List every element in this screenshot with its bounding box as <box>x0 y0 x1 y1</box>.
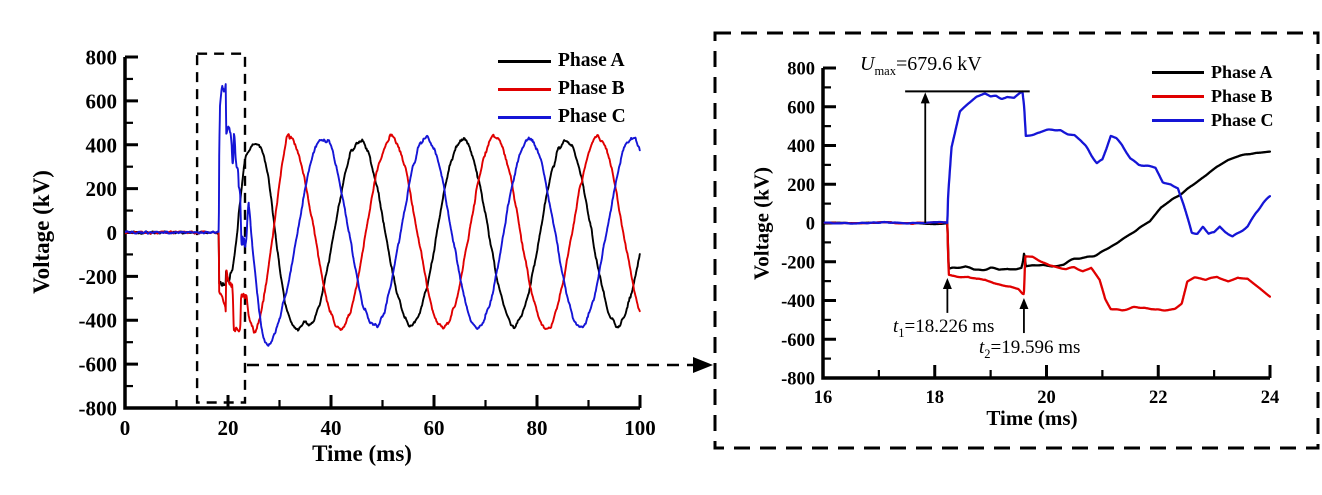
svg-text:24: 24 <box>1261 388 1280 408</box>
umax-annotation: Umax=679.6 kV <box>860 53 982 79</box>
svg-text:400: 400 <box>787 137 815 157</box>
svg-text:-600: -600 <box>79 353 118 377</box>
t2-value: =19.596 ms <box>990 337 1081 358</box>
annotation-arrows <box>905 90 1030 334</box>
svg-text:100: 100 <box>624 416 656 440</box>
overview-curves <box>125 83 641 347</box>
legend-label: Phase B <box>558 78 625 99</box>
legend-item: Phase C <box>498 106 626 127</box>
svg-text:-200: -200 <box>781 253 815 273</box>
svg-text:800: 800 <box>86 46 118 70</box>
t2-subscript: 2 <box>984 346 991 361</box>
svg-text:0: 0 <box>107 221 118 245</box>
overview-yaxis-title: Voltage (kV) <box>29 170 54 294</box>
svg-text:400: 400 <box>86 133 118 157</box>
svg-text:80: 80 <box>527 416 548 440</box>
svg-text:0: 0 <box>120 416 131 440</box>
svg-text:600: 600 <box>787 98 815 118</box>
svg-text:40: 40 <box>321 416 342 440</box>
legend-item: Phase C <box>1152 110 1274 130</box>
t1-subscript: 1 <box>898 325 905 340</box>
legend-label: Phase A <box>1211 61 1273 82</box>
svg-text:18: 18 <box>926 388 945 408</box>
svg-text:-600: -600 <box>781 331 815 351</box>
t2-annotation: t2=19.596 ms <box>979 337 1080 362</box>
legend-item: Phase B <box>498 78 625 99</box>
umax-symbol: U <box>860 53 875 75</box>
phase-a-line-swatch <box>498 59 551 63</box>
t2-symbol: t <box>979 337 985 358</box>
phase-b-line-swatch <box>498 87 551 91</box>
legend-label: Phase C <box>558 106 626 127</box>
umax-value: =679.6 kV <box>895 53 982 75</box>
phase-b-line-swatch <box>1152 94 1204 98</box>
svg-text:60: 60 <box>424 416 445 440</box>
legend-item: Phase A <box>1152 62 1273 82</box>
svg-text:20: 20 <box>218 416 239 440</box>
legend-label: Phase B <box>1211 85 1273 106</box>
phase-c-line-swatch <box>498 115 551 119</box>
svg-text:600: 600 <box>86 89 118 113</box>
svg-text:16: 16 <box>814 388 833 408</box>
t1-value: =18.226 ms <box>904 316 995 337</box>
legend-item: Phase A <box>498 50 625 71</box>
svg-text:22: 22 <box>1149 388 1168 408</box>
svg-text:-200: -200 <box>79 265 118 289</box>
phase-a-line-swatch <box>1152 70 1204 74</box>
legend-item: Phase B <box>1152 86 1273 106</box>
svg-text:0: 0 <box>806 215 815 235</box>
svg-text:200: 200 <box>787 176 815 196</box>
zoom-link-decorations <box>195 31 1320 450</box>
legend-label: Phase C <box>1211 109 1274 130</box>
svg-text:-400: -400 <box>781 292 815 312</box>
svg-text:800: 800 <box>787 60 815 80</box>
phase-c-line-swatch <box>1152 118 1204 122</box>
svg-text:20: 20 <box>1037 388 1056 408</box>
zoom-yaxis-title: Voltage (kV) <box>749 167 774 280</box>
legend-label: Phase A <box>558 50 625 71</box>
t1-annotation: t1=18.226 ms <box>893 316 994 341</box>
svg-text:-800: -800 <box>781 370 815 390</box>
zoom-axes: -800 -600 -400 -200 0 200 400 600 800 16 18 20 22 24 <box>781 60 1279 409</box>
overview-axes: -800 -600 -400 -200 0 200 400 600 800 0 20 40 60 80 10… <box>79 46 656 440</box>
t1-symbol: t <box>893 316 899 337</box>
svg-text:200: 200 <box>86 177 118 201</box>
svg-text:-800: -800 <box>79 396 118 420</box>
zoom-curves <box>823 90 1271 312</box>
overview-xaxis-title: Time (ms) <box>312 441 412 466</box>
umax-subscript: max <box>874 64 896 78</box>
svg-text:-400: -400 <box>79 309 118 333</box>
zoom-xaxis-title: Time (ms) <box>986 406 1078 430</box>
